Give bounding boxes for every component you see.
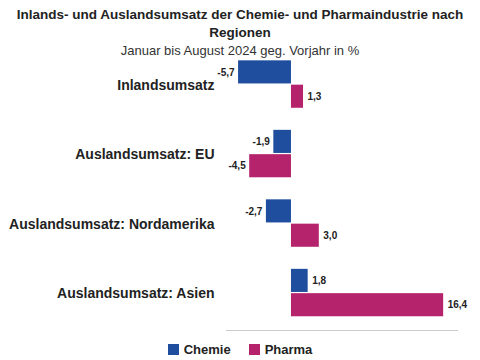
svg-text:Auslandsumsatz: Asien: Auslandsumsatz: Asien [57, 285, 214, 301]
svg-text:-5,7: -5,7 [217, 67, 235, 78]
svg-text:-4,5: -4,5 [228, 160, 246, 171]
html-text:Januar bis August 2024 geg. Vo: Januar bis August 2024 geg. Vorjahr in % [120, 43, 360, 58]
html-text:Chemie: Chemie [183, 341, 231, 357]
html-text:Pharma: Pharma [264, 341, 313, 357]
svg-text:Auslandsumsatz: Nordamerika: Auslandsumsatz: Nordamerika [9, 216, 215, 232]
svg-text:-2,7: -2,7 [245, 206, 263, 217]
svg-text:3,0: 3,0 [323, 230, 337, 241]
html-text:Inlands- und Auslandsumsatz de: Inlands- und Auslandsumsatz der Chemie- … [16, 7, 464, 40]
svg-text:16,4: 16,4 [448, 299, 468, 310]
svg-text:Inlandsumsatz: Inlandsumsatz [117, 77, 214, 93]
svg-text:-1,9: -1,9 [253, 136, 271, 147]
svg-text:1,3: 1,3 [308, 91, 322, 102]
svg-text:Auslandsumsatz: EU: Auslandsumsatz: EU [75, 146, 214, 162]
svg-text:1,8: 1,8 [312, 275, 326, 286]
